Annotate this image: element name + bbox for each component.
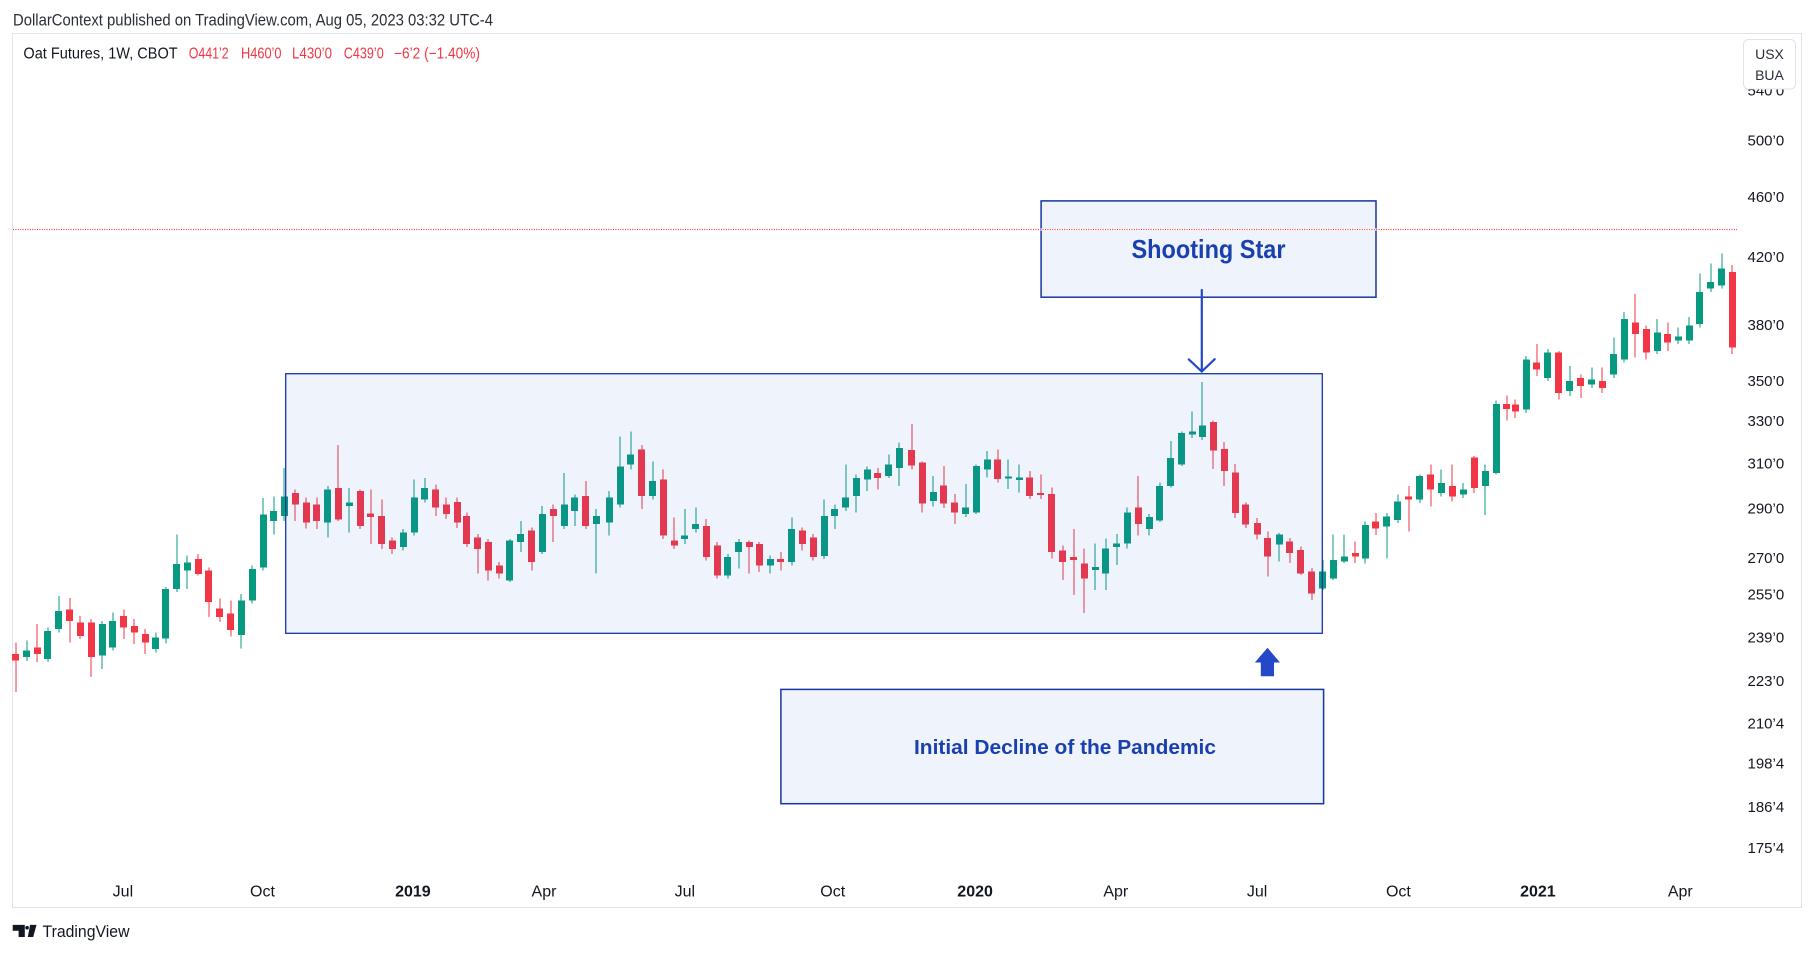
svg-text:460’0: 460’0: [1748, 189, 1785, 206]
svg-text:255’0: 255’0: [1748, 586, 1785, 603]
svg-text:H460’0: H460’0: [241, 46, 282, 63]
svg-text:350’0: 350’0: [1748, 373, 1785, 390]
svg-text:BUA: BUA: [1755, 67, 1784, 83]
svg-text:500’0: 500’0: [1748, 132, 1785, 149]
svg-text:2021: 2021: [1520, 884, 1556, 901]
svg-text:420’0: 420’0: [1748, 249, 1785, 266]
svg-text:2020: 2020: [957, 884, 993, 901]
svg-text:USX: USX: [1755, 46, 1784, 62]
svg-text:2019: 2019: [395, 884, 431, 901]
svg-text:DollarContext published on Tra: DollarContext published on TradingView.c…: [13, 12, 493, 30]
svg-text:Apr: Apr: [1668, 884, 1694, 901]
svg-text:175’4: 175’4: [1748, 840, 1785, 857]
svg-text:TradingView: TradingView: [43, 923, 130, 941]
svg-text:Jul: Jul: [113, 884, 133, 901]
svg-text:210’4: 210’4: [1748, 715, 1785, 732]
svg-text:239’0: 239’0: [1748, 629, 1785, 646]
svg-text:310’0: 310’0: [1748, 455, 1785, 472]
svg-text:Oct: Oct: [250, 884, 275, 901]
svg-text:Jul: Jul: [1247, 884, 1267, 901]
svg-text:−6’2 (−1.40%): −6’2 (−1.40%): [394, 46, 480, 63]
svg-text:Oat Futures, 1W, CBOT: Oat Futures, 1W, CBOT: [23, 46, 178, 63]
svg-text:380’0: 380’0: [1748, 317, 1785, 334]
svg-text:Apr: Apr: [532, 884, 558, 901]
svg-text:186’4: 186’4: [1748, 799, 1785, 816]
svg-text:223’0: 223’0: [1748, 673, 1785, 690]
svg-text:C439’0: C439’0: [344, 46, 384, 63]
svg-text:Jul: Jul: [675, 884, 695, 901]
svg-text:Apr: Apr: [1103, 884, 1129, 901]
svg-text:L430’0: L430’0: [292, 46, 332, 63]
svg-text:290’0: 290’0: [1748, 500, 1785, 517]
svg-text:Oct: Oct: [1386, 884, 1411, 901]
svg-text:Initial Decline of the Pandemi: Initial Decline of the Pandemic: [914, 737, 1216, 759]
svg-text:198’4: 198’4: [1748, 755, 1785, 772]
svg-text:270’0: 270’0: [1748, 550, 1785, 567]
svg-text:Oct: Oct: [820, 884, 845, 901]
svg-text:O441’2: O441’2: [189, 46, 229, 63]
svg-text:330’0: 330’0: [1748, 413, 1785, 430]
svg-text:Shooting Star: Shooting Star: [1132, 234, 1286, 264]
